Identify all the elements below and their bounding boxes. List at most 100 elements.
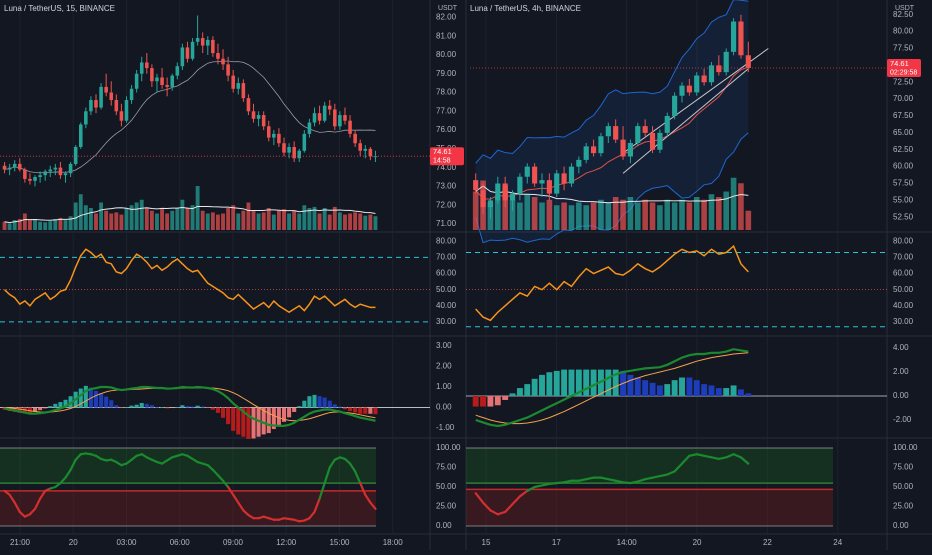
candle-body [94,100,98,108]
rsi-axis-tick: 60.00 [436,269,457,278]
macd-histogram-bar [322,397,327,408]
candle-body [155,77,159,82]
volume-bar [236,213,241,230]
macd-histogram-bar [634,377,641,396]
stoch-line-segment [13,501,21,514]
macd-histogram-bar [502,396,509,400]
candle-body [517,176,523,194]
volume-bar [701,199,707,230]
rsi-axis-tick: 80.00 [893,236,914,245]
volume-bar [175,208,180,230]
candle-body [708,65,715,83]
macd-histogram-bar [472,396,479,407]
stoch-line-segment [69,458,77,471]
candle-body [672,95,678,116]
volume-ma-line [4,205,376,224]
candle-body [180,47,185,67]
macd-histogram-bar [745,393,752,396]
stoch-line-segment [348,462,357,473]
volume-bar [38,221,43,230]
macd-histogram-bar [583,369,590,396]
candle-body [114,100,119,112]
stoch-line-segment [8,493,16,504]
volume-bar [7,223,12,230]
macd-histogram-bar [342,407,348,410]
stoch-line-segment [28,507,37,516]
volume-bar [94,213,98,230]
volume-bar [524,194,531,230]
volume-bar [327,214,332,230]
volume-bar [332,206,337,230]
stoch-line-segment [636,478,647,483]
volume-bar [210,212,215,230]
stoch-line-segment [585,476,595,481]
macd-histogram-bar [200,406,205,408]
macd-signal-line [475,352,749,425]
candle-body [53,167,58,170]
candle-body [99,86,103,108]
stoch-line-segment [59,476,67,485]
candle-body [642,126,648,133]
candle-body [256,115,261,119]
macd-histogram-bar [266,407,271,434]
candle-body [165,85,169,87]
candle-body [649,132,656,150]
candle-body [568,166,575,184]
volume-bar [226,208,231,230]
macd-histogram-bar [642,380,649,396]
candle-body [48,169,53,172]
trend-line [622,68,749,174]
candle-body [613,126,619,140]
volume-bar [165,213,170,230]
candle-body [605,126,611,137]
stoch-axis-tick: 100.00 [436,443,461,452]
stoch-line-segment [725,453,735,459]
volume-bar [104,210,109,230]
candle-body [745,55,751,69]
macd-axis-tick: 4.00 [893,343,909,352]
time-axis-tick: 03:00 [116,538,137,547]
time-axis-tick: 22 [763,538,772,547]
volume-bar [686,202,693,230]
price-axis-tick: 73.00 [436,182,457,191]
volume-bar [124,208,129,230]
stoch-line-segment [710,456,720,461]
candle-body [287,146,291,153]
volume-bar [271,214,276,230]
macd-histogram-bar [664,384,671,396]
stoch-axis-tick: 0.00 [893,521,909,530]
macd-histogram-bar [68,396,73,408]
stoch-line-segment [703,454,713,459]
price-axis-tick: 60.00 [893,162,914,171]
volume-bar [180,199,185,230]
stoch-line-segment [221,479,230,489]
candle-body [185,47,190,59]
macd-histogram-bar [53,403,58,408]
candle-body [241,83,246,99]
stoch-line-segment [64,468,72,479]
candle-body [487,200,493,208]
volume-bar [353,212,358,230]
candle-body [277,133,281,144]
volume-bar [28,220,32,230]
volume-bar [612,197,619,230]
candle-body [358,143,362,151]
price-axis-tick: 55.00 [893,195,914,204]
volume-bar [68,216,73,230]
time-axis-tick: 21:00 [10,538,31,547]
rsi-axis-tick: 50.00 [436,285,457,294]
volume-bar [730,177,737,230]
stoch-line-segment [474,492,485,504]
stoch-line-segment [318,482,326,500]
candle-body [175,66,180,76]
candle-body [12,163,17,168]
stoch-line-segment [599,476,610,481]
candle-body [89,100,93,112]
stoch-line-segment [504,503,514,514]
candle-body [33,177,37,181]
macd-histogram-bar [358,407,363,414]
candle-body [338,115,342,127]
price-axis-tick: 67.50 [893,111,914,120]
